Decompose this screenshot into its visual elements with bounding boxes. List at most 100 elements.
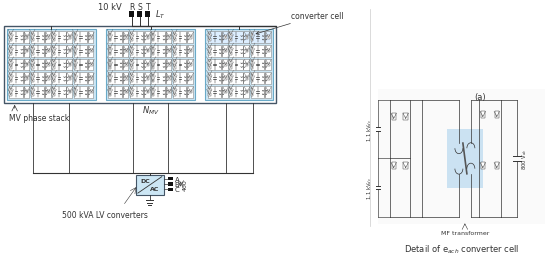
Bar: [246, 91, 248, 94]
Text: T: T: [146, 4, 150, 12]
Bar: [69, 77, 71, 81]
Text: $L_T$: $L_T$: [155, 8, 166, 21]
Bar: [208, 66, 211, 69]
Bar: [26, 50, 28, 53]
Bar: [189, 50, 192, 53]
Bar: [145, 12, 150, 18]
Bar: [229, 53, 232, 56]
Bar: [9, 59, 29, 71]
Bar: [109, 87, 129, 98]
Bar: [109, 32, 129, 44]
Bar: [495, 112, 499, 118]
Bar: [130, 39, 133, 42]
Bar: [229, 59, 249, 71]
Bar: [9, 75, 12, 78]
Bar: [403, 114, 408, 120]
Bar: [267, 91, 270, 94]
Bar: [69, 36, 71, 40]
Bar: [246, 50, 248, 53]
Bar: [246, 77, 248, 81]
Bar: [130, 88, 133, 91]
Bar: [168, 64, 171, 67]
Bar: [52, 59, 72, 71]
Bar: [130, 47, 133, 51]
Bar: [447, 130, 483, 188]
Bar: [146, 36, 149, 40]
Bar: [168, 36, 171, 40]
Text: (a): (a): [474, 92, 486, 102]
Bar: [224, 64, 227, 67]
Bar: [69, 50, 71, 53]
Bar: [31, 53, 33, 56]
Bar: [4, 27, 276, 103]
Bar: [74, 80, 76, 83]
Bar: [173, 75, 176, 78]
Bar: [31, 34, 33, 37]
Bar: [26, 91, 28, 94]
Bar: [229, 46, 249, 57]
Bar: [47, 77, 50, 81]
Bar: [109, 47, 111, 51]
Bar: [173, 66, 176, 69]
Bar: [152, 93, 154, 97]
Bar: [229, 75, 232, 78]
Bar: [146, 50, 149, 53]
Bar: [208, 75, 211, 78]
Bar: [146, 64, 149, 67]
Bar: [125, 50, 127, 53]
Bar: [152, 88, 154, 91]
Bar: [130, 93, 133, 97]
Bar: [9, 39, 12, 42]
Bar: [47, 64, 50, 67]
Bar: [109, 66, 111, 69]
Text: C: C: [175, 187, 179, 193]
Bar: [267, 50, 270, 53]
Bar: [224, 50, 227, 53]
Bar: [109, 88, 111, 91]
Bar: [7, 30, 96, 101]
Bar: [52, 46, 72, 57]
Bar: [267, 77, 270, 81]
Bar: [109, 75, 111, 78]
Text: B: B: [175, 181, 179, 187]
Bar: [146, 77, 149, 81]
Bar: [173, 87, 193, 98]
Text: A: A: [175, 176, 179, 182]
Bar: [152, 75, 154, 78]
Bar: [146, 91, 149, 94]
Bar: [173, 61, 176, 64]
Bar: [208, 73, 228, 85]
Bar: [31, 66, 33, 69]
Bar: [251, 47, 254, 51]
Bar: [229, 87, 249, 98]
Bar: [9, 53, 12, 56]
Bar: [9, 32, 29, 44]
Bar: [109, 93, 111, 97]
Bar: [229, 39, 232, 42]
Bar: [246, 36, 248, 40]
Bar: [53, 39, 55, 42]
Bar: [224, 36, 227, 40]
Bar: [481, 163, 485, 169]
Bar: [30, 87, 50, 98]
Bar: [392, 163, 396, 169]
Bar: [130, 34, 133, 37]
Bar: [208, 87, 228, 98]
Text: MV phase stack: MV phase stack: [9, 113, 69, 122]
Bar: [495, 163, 499, 169]
Bar: [173, 59, 193, 71]
Bar: [229, 47, 232, 51]
Bar: [109, 73, 129, 85]
Bar: [250, 73, 270, 85]
Bar: [168, 50, 171, 53]
Bar: [9, 87, 29, 98]
Text: DC: DC: [140, 179, 150, 184]
Bar: [130, 59, 150, 71]
Bar: [31, 47, 33, 51]
Bar: [53, 34, 55, 37]
Bar: [53, 88, 55, 91]
Bar: [106, 30, 195, 101]
Bar: [173, 39, 176, 42]
Bar: [31, 61, 33, 64]
Bar: [208, 39, 211, 42]
